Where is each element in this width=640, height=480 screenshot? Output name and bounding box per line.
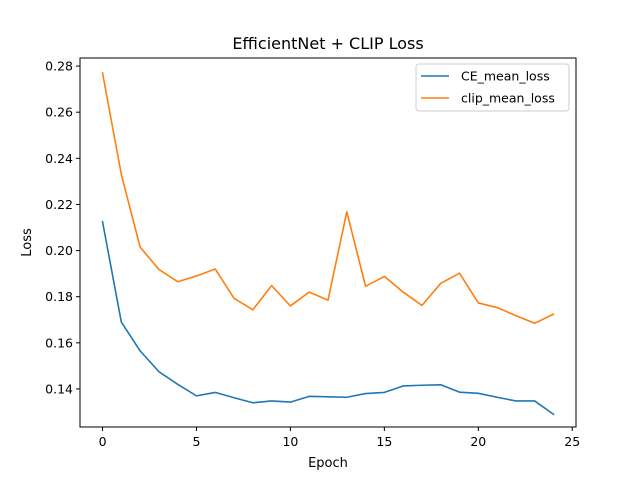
x-axis: 0 5 10 15 20 25 [99, 427, 580, 449]
y-tick-label: 0.26 [45, 105, 73, 120]
y-tick-label: 0.22 [45, 197, 73, 212]
y-tick-label: 0.18 [45, 289, 73, 304]
x-axis-label: Epoch [308, 456, 348, 471]
y-tick-label: 0.20 [45, 243, 73, 258]
chart-title: EfficientNet + CLIP Loss [232, 34, 423, 53]
legend-box [415, 63, 570, 112]
series-line-clip-mean-loss [101, 72, 555, 325]
y-axis-label: Loss [20, 228, 35, 257]
x-tick-label: 20 [470, 434, 486, 449]
y-tick-label: 0.14 [45, 381, 73, 396]
legend-label-clip-mean-loss: clip_mean_loss [461, 91, 555, 106]
x-tick-label: 25 [564, 434, 580, 449]
plot-area [79, 57, 577, 428]
y-tick-label: 0.24 [45, 151, 73, 166]
x-tick-label: 0 [99, 434, 107, 449]
y-tick-label: 0.16 [45, 335, 73, 350]
legend: CE_mean_loss clip_mean_loss [415, 63, 570, 112]
x-tick-label: 10 [282, 434, 298, 449]
x-tick-label: 5 [193, 434, 201, 449]
series-lines [101, 72, 555, 416]
y-tick-label: 0.28 [45, 59, 73, 74]
x-tick-label: 15 [376, 434, 392, 449]
y-axis: 0.14 0.16 0.18 0.20 0.22 0.24 0.26 0.28 [45, 59, 80, 396]
series-line-ce-mean-loss [101, 220, 555, 416]
legend-label-ce-mean-loss: CE_mean_loss [461, 69, 550, 84]
